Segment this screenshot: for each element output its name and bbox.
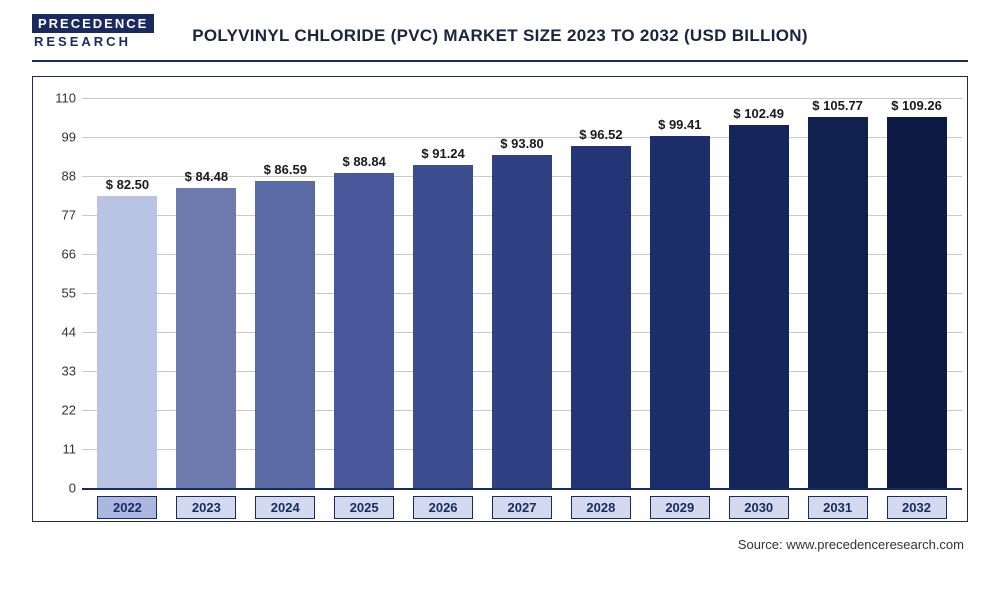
x-category-label: 2024	[255, 496, 315, 519]
bar-slot: $ 91.24	[404, 98, 483, 488]
y-tick-label: 77	[42, 208, 76, 223]
bar	[176, 188, 236, 488]
bar-slot: $ 82.50	[88, 98, 167, 488]
bar-slot: $ 109.26	[877, 98, 956, 488]
y-tick-label: 66	[42, 247, 76, 262]
x-category-label: 2026	[413, 496, 473, 519]
y-tick-label: 22	[42, 403, 76, 418]
x-label-slot: 2024	[246, 496, 325, 519]
bars-container: $ 82.50 $ 84.48 $ 86.59 $ 88.84 $ 91.24 $ 93.…	[82, 98, 962, 488]
y-tick-label: 99	[42, 130, 76, 145]
bar-value-label: $ 96.52	[579, 127, 622, 142]
bar-value-label: $ 86.59	[264, 162, 307, 177]
bar	[492, 155, 552, 488]
x-axis-baseline	[82, 488, 962, 490]
bar-slot: $ 102.49	[719, 98, 798, 488]
x-label-slot: 2030	[719, 496, 798, 519]
x-label-slot: 2029	[640, 496, 719, 519]
bar-value-label: $ 91.24	[421, 146, 464, 161]
bar-value-label: $ 105.77	[812, 98, 863, 113]
y-tick-label: 88	[42, 169, 76, 184]
x-label-slot: 2026	[404, 496, 483, 519]
chart-title: POLYVINYL CHLORIDE (PVC) MARKET SIZE 202…	[0, 26, 1000, 46]
x-label-slot: 2028	[561, 496, 640, 519]
x-label-slot: 2032	[877, 496, 956, 519]
x-category-label: 2028	[571, 496, 631, 519]
bar-value-label: $ 84.48	[185, 169, 228, 184]
title-divider	[32, 60, 968, 62]
x-label-slot: 2023	[167, 496, 246, 519]
bar-value-label: $ 102.49	[733, 106, 784, 121]
x-label-slot: 2025	[325, 496, 404, 519]
x-category-label: 2031	[808, 496, 868, 519]
bar-value-label: $ 109.26	[891, 98, 942, 113]
bar-slot: $ 84.48	[167, 98, 246, 488]
x-category-label: 2032	[887, 496, 947, 519]
y-tick-label: 44	[42, 325, 76, 340]
x-axis: 2022 2023 2024 2025 2026 2027 2028 2029 2030 2031…	[82, 488, 962, 519]
x-category-label: 2030	[729, 496, 789, 519]
x-category-label: 2027	[492, 496, 552, 519]
x-label-slot: 2027	[483, 496, 562, 519]
bar-slot: $ 88.84	[325, 98, 404, 488]
bar	[729, 125, 789, 488]
bar	[808, 117, 868, 488]
y-tick-label: 33	[42, 364, 76, 379]
bar-slot: $ 93.80	[483, 98, 562, 488]
x-category-label: 2029	[650, 496, 710, 519]
bar	[255, 181, 315, 488]
bar-slot: $ 105.77	[798, 98, 877, 488]
bar-value-label: $ 93.80	[500, 136, 543, 151]
y-tick-label: 110	[42, 91, 76, 106]
y-tick-label: 0	[42, 481, 76, 496]
bar-value-label: $ 88.84	[342, 154, 385, 169]
bar-chart: 0112233445566778899110 $ 82.50$ 84.48$ 8…	[82, 98, 962, 488]
bar	[413, 165, 473, 488]
x-category-label: 2022	[97, 496, 157, 519]
bar-slot: $ 96.52	[561, 98, 640, 488]
bar	[334, 173, 394, 488]
bar	[887, 117, 947, 488]
source-attribution: Source: www.precedenceresearch.com	[738, 537, 964, 552]
x-label-slot: 2022	[88, 496, 167, 519]
bar-value-label: $ 99.41	[658, 117, 701, 132]
y-tick-label: 55	[42, 286, 76, 301]
bar-slot: $ 86.59	[246, 98, 325, 488]
x-category-label: 2023	[176, 496, 236, 519]
bar	[650, 136, 710, 488]
bar-slot: $ 99.41	[640, 98, 719, 488]
y-tick-label: 11	[42, 442, 76, 457]
bar-value-label: $ 82.50	[106, 177, 149, 192]
x-category-label: 2025	[334, 496, 394, 519]
bar	[97, 196, 157, 489]
bar	[571, 146, 631, 488]
x-label-slot: 2031	[798, 496, 877, 519]
